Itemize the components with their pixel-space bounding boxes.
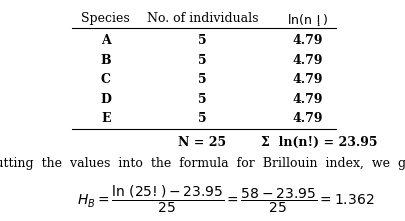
- Text: D: D: [100, 93, 111, 106]
- Text: $H_B = \dfrac{\mathrm{ln\ (25!) - 23.95}}{25}= \dfrac{\mathrm{58 - 23.95}}{25} =: $H_B = \dfrac{\mathrm{ln\ (25!) - 23.95}…: [77, 184, 375, 215]
- Text: Σ  ln(n!) = 23.95: Σ ln(n!) = 23.95: [261, 136, 377, 149]
- Text: 5: 5: [198, 34, 207, 47]
- Text: 5: 5: [198, 93, 207, 106]
- Text: No. of individuals: No. of individuals: [147, 12, 258, 25]
- Text: Species: Species: [81, 12, 130, 25]
- Text: i: i: [317, 19, 320, 28]
- Text: 4.79: 4.79: [292, 73, 323, 86]
- Text: 4.79: 4.79: [292, 112, 323, 125]
- Text: 4.79: 4.79: [292, 34, 323, 47]
- Text: 5: 5: [198, 54, 207, 67]
- Text: 4.79: 4.79: [292, 93, 323, 106]
- Text: C: C: [101, 73, 111, 86]
- Text: 4.79: 4.79: [292, 54, 323, 67]
- Text: E: E: [101, 112, 111, 125]
- Text: 5: 5: [198, 73, 207, 86]
- Text: $\mathrm{ln(n\ !)}$: $\mathrm{ln(n\ !)}$: [287, 12, 328, 27]
- Text: A: A: [101, 34, 111, 47]
- Text: N = 25: N = 25: [179, 136, 226, 149]
- Text: 5: 5: [198, 112, 207, 125]
- Text: B: B: [100, 54, 111, 67]
- Text: Putting  the  values  into  the  formula  for  Brillouin  index,  we  get: Putting the values into the formula for …: [0, 157, 405, 170]
